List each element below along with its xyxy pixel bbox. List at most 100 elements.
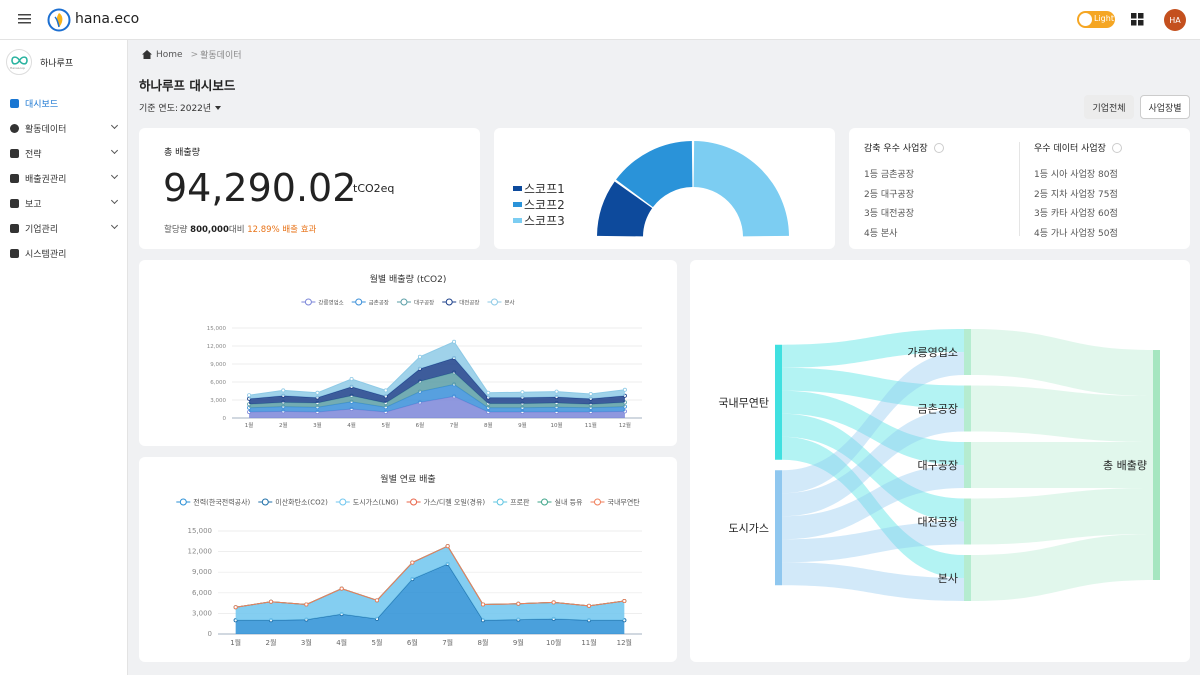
theme-toggle[interactable]: Light — [1077, 11, 1115, 28]
legend-item[interactable]: 본사 — [487, 298, 515, 307]
sankey-node[interactable] — [775, 344, 782, 460]
data-point — [374, 598, 379, 603]
avatar[interactable]: HA — [1164, 9, 1186, 31]
legend-dot — [496, 498, 504, 506]
scope-segment — [693, 141, 789, 237]
x-tick-label: 6월 — [416, 421, 425, 429]
sankey-node[interactable] — [964, 442, 971, 488]
menu-item[interactable]: 보고 — [10, 195, 120, 211]
area-line — [249, 341, 625, 396]
sankey-link — [782, 367, 964, 409]
breadcrumb-item[interactable]: Home — [156, 49, 183, 60]
legend-item[interactable]: 대구공장 — [396, 298, 434, 307]
area-line — [235, 545, 625, 608]
menu-item[interactable]: 기업관리 — [10, 220, 120, 236]
y-tick-label: 12,000 — [188, 548, 213, 556]
menu-item[interactable]: 시스템관리 — [10, 245, 120, 261]
emission-chart: 월별 배출량 (tCO2) 0 3,000 6,000 9,000 12,000 15,00… — [207, 273, 642, 429]
legend-label: 전력(한국전력공사) — [193, 498, 250, 507]
legend-item[interactable]: 프로판 — [493, 498, 530, 507]
menu-chevron — [110, 121, 119, 130]
data-point — [586, 603, 591, 608]
legend-item[interactable]: 실내 등유 — [537, 498, 584, 507]
x-tick-label: 2월 — [279, 421, 288, 429]
x-tick-label: 3월 — [301, 638, 312, 647]
company-button[interactable]: 기업전체 — [1084, 95, 1134, 119]
quota-value: 800,000 — [190, 225, 229, 235]
data-point — [233, 605, 238, 610]
data-point — [349, 377, 354, 382]
sankey-node[interactable] — [775, 470, 782, 586]
legend-item[interactable]: 국내무연탄 — [590, 498, 641, 507]
x-tick-label: 7월 — [450, 421, 459, 429]
logo-caption: HanaLoop — [10, 66, 26, 70]
legend-label: 가스/디젤 오일(경유) — [424, 498, 486, 507]
menu-label: 배출권관리 — [25, 174, 67, 185]
ranking-item: 2등 지차 사업장 75점 — [1034, 189, 1118, 200]
menu-label: 대시보드 — [25, 99, 59, 110]
data-point — [339, 586, 344, 591]
node-label: 가릉영업소 — [907, 346, 958, 359]
node-label: 대전공장 — [918, 516, 958, 529]
site-button[interactable]: 사업장별 — [1140, 95, 1190, 119]
scope-card: 스코프1 스코프2 스코프3 — [494, 128, 835, 249]
legend-label: 대구공장 — [414, 299, 434, 307]
node-label: 도시가스 — [729, 522, 769, 535]
node-label: 총 배출량 — [1103, 459, 1147, 472]
ranking-more[interactable] — [933, 142, 944, 153]
legend-label: 금촌공장 — [369, 299, 389, 307]
emission-card: 월별 배출량 (tCO2) 0 3,000 6,000 9,000 12,000 15,00… — [139, 260, 677, 446]
legend-item[interactable]: 가스/디젤 오일(경유) — [406, 498, 486, 507]
legend-item[interactable]: 이산화탄소(CO2) — [258, 498, 328, 507]
area-fill — [235, 563, 625, 634]
x-tick-label: 7월 — [442, 638, 453, 647]
quota-label: 할당량 — [164, 225, 188, 235]
legend-label: 스코프1 — [524, 182, 565, 196]
menu-item[interactable]: 활동데이터 — [10, 120, 120, 136]
sankey-link — [782, 413, 964, 522]
apps-button[interactable] — [1131, 13, 1144, 26]
data-point — [520, 390, 525, 395]
legend-label: 본사 — [504, 299, 514, 307]
legend-label: 실내 등유 — [555, 498, 584, 507]
menu-label: 전략 — [25, 149, 42, 160]
menu-button[interactable] — [18, 13, 32, 25]
legend-label: 프로판 — [510, 498, 530, 507]
data-point — [551, 600, 556, 605]
menu-item[interactable]: 대시보드 — [10, 95, 120, 111]
sankey-link — [782, 352, 964, 494]
x-tick-label: 8월 — [484, 421, 493, 429]
theme-label: Light — [1094, 14, 1114, 23]
legend-item[interactable]: 강릉영업소 — [301, 298, 344, 307]
menu-item[interactable]: 배출권관리 — [10, 170, 120, 186]
legend-dot — [541, 498, 548, 506]
total-title: 총 배출량 — [164, 148, 200, 158]
ranking-item: 1등 금촌공장 — [864, 170, 914, 180]
total-card: 총 배출량 94,290.02 tCO2eq 할당량 800,000대비 12.… — [139, 128, 480, 249]
menu-chevron — [110, 146, 119, 155]
ranking-more[interactable] — [1111, 142, 1122, 153]
y-tick-label: 3,000 — [210, 398, 226, 404]
menu-item[interactable]: 전략 — [10, 145, 120, 161]
node-label: 대구공장 — [918, 459, 958, 472]
data-point — [410, 560, 415, 565]
sankey-node[interactable] — [964, 329, 971, 375]
year-select[interactable]: 2022년 — [180, 101, 222, 114]
sankey-node[interactable] — [964, 385, 971, 432]
data-point — [588, 391, 593, 396]
legend-item[interactable]: 금촌공장 — [351, 298, 389, 307]
x-tick-label: 4월 — [347, 421, 356, 429]
legend-item[interactable]: 대전공장 — [442, 298, 479, 307]
sankey-node[interactable] — [964, 555, 971, 601]
menu-icon — [10, 148, 19, 158]
legend-swatch — [513, 218, 522, 223]
sankey-node[interactable] — [964, 498, 971, 545]
legend-item[interactable]: 도시가스(LNG) — [335, 498, 399, 507]
scope-segment — [616, 141, 693, 208]
breadcrumb-item[interactable]: 활동데이터 — [200, 51, 242, 61]
legend-item[interactable]: 전력(한국전력공사) — [176, 498, 251, 507]
sankey-node[interactable] — [1153, 350, 1160, 580]
effect-text: 12.89% 배출 효과 — [247, 225, 317, 235]
y-tick-label: 15,000 — [207, 326, 227, 332]
